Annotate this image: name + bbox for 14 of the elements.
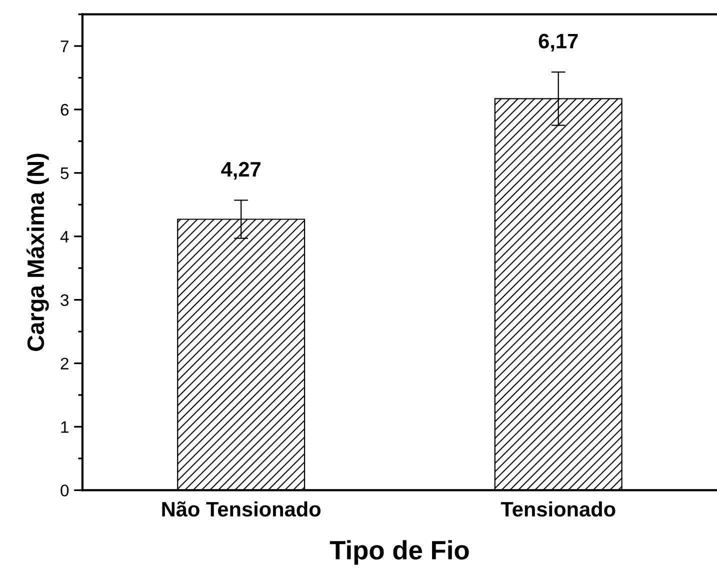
y-tick-label: 6 <box>60 104 69 116</box>
y-tick-label: 1 <box>61 421 68 433</box>
y-tick-label: 7 <box>60 40 68 52</box>
x-tick-label: Não Tensionado <box>162 501 321 517</box>
x-tick-label: Tensionado <box>500 501 616 517</box>
y-axis-title: Carga Máxima (N) <box>26 154 49 351</box>
y-tick-label: 3 <box>60 294 69 306</box>
y-tick-label: 4 <box>60 230 69 242</box>
data-label: 4,27 <box>221 162 260 180</box>
y-tick-label: 5 <box>60 168 69 180</box>
y-tick-label: 2 <box>60 358 68 370</box>
x-axis-title: Tipo de Fio <box>330 540 469 565</box>
data-label: 6,17 <box>538 34 578 52</box>
y-tick-label: 0 <box>60 484 69 496</box>
